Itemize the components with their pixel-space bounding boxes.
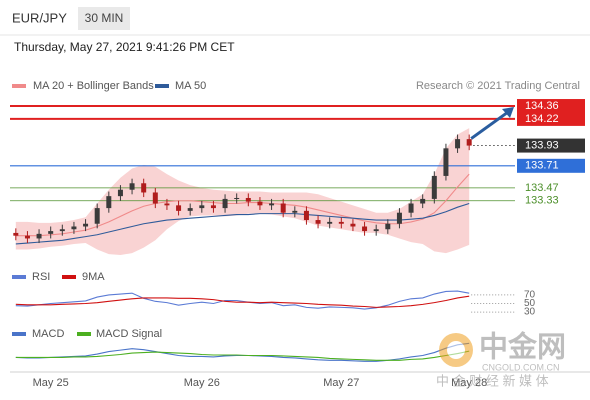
- x-tick-label: May 25: [33, 377, 69, 389]
- interval[interactable]: 30 MIN: [85, 11, 124, 25]
- level-label-box: [517, 99, 585, 114]
- level-label: 133.93: [525, 139, 559, 151]
- candle-body: [210, 205, 216, 209]
- legend-label: 9MA: [82, 271, 105, 283]
- target-arrow-head: [502, 107, 514, 119]
- candle-body: [222, 198, 228, 209]
- candle-body: [13, 232, 19, 236]
- candle-body: [431, 175, 437, 199]
- legend-swatch: [77, 332, 91, 336]
- series-line: [15, 173, 470, 237]
- watermark-tagline: 中 金 财 经 新 媒 体: [436, 373, 549, 388]
- x-tick-label: May 28: [451, 377, 487, 389]
- y-tick-label: 50: [524, 298, 536, 309]
- candle-body: [164, 203, 170, 206]
- series-line: [15, 202, 470, 245]
- legend-label: MA 50: [175, 80, 206, 92]
- timestamp: Thursday, May 27, 2021 9:41:26 PM CET: [14, 40, 235, 54]
- bollinger-band: [15, 128, 470, 255]
- candle-body: [466, 139, 472, 146]
- legend-label: RSI: [32, 271, 50, 283]
- candle-body: [257, 201, 263, 206]
- y-tick-label: 70: [524, 290, 536, 301]
- series-line: [15, 290, 470, 310]
- y-tick-label: 30: [524, 307, 536, 318]
- interval-box[interactable]: [78, 7, 130, 30]
- series-line: [15, 295, 470, 308]
- candle-body: [327, 221, 333, 224]
- legend-label: MACD: [32, 328, 64, 340]
- candle-body: [350, 223, 356, 227]
- watermark-url: CNGOLD.COM.CN: [482, 362, 560, 372]
- candle-body: [48, 231, 54, 234]
- candle-body: [83, 223, 89, 227]
- legend-label: MA 20 + Bollinger Bands: [33, 80, 154, 92]
- candle-body: [269, 203, 275, 206]
- legend-swatch: [62, 275, 76, 279]
- level-label: 133.71: [525, 160, 559, 172]
- candle-body: [420, 198, 426, 204]
- candle-body: [338, 221, 344, 224]
- level-label: 134.22: [525, 113, 559, 125]
- level-label: 133.47: [525, 182, 559, 194]
- candle-body: [280, 203, 286, 213]
- candle-body: [24, 235, 30, 239]
- level-label: 134.36: [525, 100, 559, 112]
- candle-body: [199, 205, 205, 209]
- candle-body: [152, 192, 158, 204]
- watermark-logo-inner: [447, 341, 465, 359]
- level-label-box: [517, 138, 585, 153]
- legend-swatch: [12, 275, 26, 279]
- symbol: EUR/JPY: [12, 10, 67, 25]
- candle-body: [455, 139, 461, 149]
- candle-body: [59, 229, 65, 232]
- candle-body: [315, 220, 321, 224]
- candle-body: [36, 233, 42, 239]
- legend-swatch: [155, 84, 169, 88]
- candle-body: [106, 196, 112, 209]
- candle-body: [362, 226, 368, 232]
- watermark: 中金网 CNGOLD.COM.CN 中 金 财 经 新 媒 体: [436, 330, 566, 389]
- candle-body: [94, 208, 100, 224]
- legend-swatch: [12, 332, 26, 336]
- level-label: 133.33: [525, 195, 559, 207]
- candle-body: [443, 148, 449, 176]
- candle-body: [141, 183, 147, 193]
- candle-body: [71, 226, 77, 230]
- credit: Research © 2021 Trading Central: [416, 80, 580, 92]
- candle-body: [396, 212, 402, 224]
- candle-body: [187, 208, 193, 211]
- candle-body: [385, 223, 391, 230]
- candle-body: [234, 197, 240, 199]
- candle-body: [303, 210, 309, 221]
- candle-body: [373, 229, 379, 232]
- candle-body: [117, 189, 123, 197]
- candle-body: [176, 205, 182, 211]
- candle-body: [408, 203, 414, 213]
- x-tick-label: May 26: [184, 377, 220, 389]
- target-arrow: [470, 110, 509, 140]
- level-label-box: [517, 158, 585, 173]
- candle-body: [292, 210, 298, 213]
- watermark-logo-text: 中金网: [479, 330, 566, 364]
- candle-body: [245, 197, 251, 202]
- series-line: [15, 350, 470, 361]
- legend-swatch: [12, 84, 26, 88]
- level-label-box: [517, 111, 585, 126]
- candle-body: [129, 183, 135, 190]
- legend-label: MACD Signal: [96, 328, 162, 340]
- x-tick-label: May 27: [323, 377, 359, 389]
